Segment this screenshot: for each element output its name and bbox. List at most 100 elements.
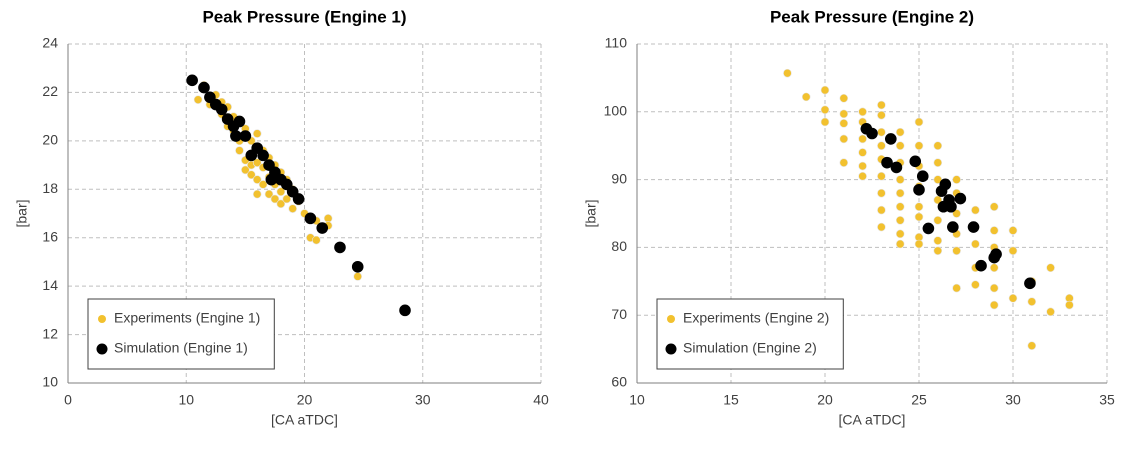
data-point <box>839 158 849 167</box>
data-point <box>877 205 886 215</box>
data-point <box>990 248 1002 260</box>
data-point <box>895 239 905 249</box>
chart-panel: Peak Pressure (Engine 2) 10 15 20 25 30 35 60 70… <box>583 7 1115 427</box>
data-point <box>1046 263 1055 273</box>
x-tick-label: 20 <box>297 392 313 408</box>
data-point <box>933 195 943 205</box>
data-point <box>1008 246 1018 256</box>
x-tick-label: 35 <box>1099 392 1115 408</box>
data-point <box>913 183 925 196</box>
data-point <box>276 199 286 209</box>
data-point <box>877 171 886 181</box>
data-point <box>914 117 924 127</box>
data-point <box>198 81 210 94</box>
y-axis-label: [bar] <box>583 199 599 227</box>
data-point <box>914 239 924 249</box>
data-point <box>820 117 830 127</box>
data-point <box>316 222 329 234</box>
data-point <box>276 187 286 197</box>
data-point <box>257 149 269 162</box>
x-tick-label: 40 <box>533 392 549 408</box>
data-point <box>858 171 867 181</box>
data-point <box>989 300 999 310</box>
data-point <box>233 115 246 128</box>
data-point <box>866 127 878 140</box>
y-tick-label: 70 <box>611 306 627 322</box>
data-point <box>877 222 886 232</box>
data-point <box>270 194 280 204</box>
data-point <box>952 246 961 256</box>
y-tick-label: 80 <box>611 238 627 254</box>
data-point <box>952 175 961 184</box>
data-point <box>971 239 980 249</box>
data-point <box>877 188 886 198</box>
legend-box <box>656 298 844 370</box>
y-tick-label: 18 <box>42 180 58 196</box>
data-point <box>989 283 999 293</box>
data-point <box>1027 341 1037 351</box>
data-point <box>801 92 811 102</box>
data-point <box>839 109 849 119</box>
data-point <box>1065 300 1074 310</box>
data-point <box>895 188 905 198</box>
x-tick-label: 10 <box>178 392 194 408</box>
y-tick-label: 60 <box>611 374 627 390</box>
data-point <box>933 236 943 245</box>
data-point <box>858 148 867 157</box>
x-tick-label: 0 <box>64 392 72 408</box>
legend-box <box>87 298 275 370</box>
data-point <box>282 194 292 204</box>
data-point <box>323 214 333 223</box>
data-point <box>989 263 999 273</box>
data-point <box>252 175 262 184</box>
data-point <box>239 130 252 142</box>
data-point <box>264 189 274 199</box>
data-point <box>1027 297 1037 306</box>
data-point <box>971 280 980 289</box>
data-point <box>881 156 893 169</box>
data-point <box>839 119 849 128</box>
legend-label: Simulation (Engine 1) <box>114 340 248 356</box>
data-point <box>895 229 905 239</box>
data-point <box>292 193 305 205</box>
data-point <box>252 158 262 167</box>
data-point <box>858 134 867 144</box>
data-point <box>914 212 924 222</box>
data-point <box>909 155 922 168</box>
data-point <box>914 141 924 150</box>
legend-marker <box>98 315 106 323</box>
data-point <box>351 260 364 273</box>
data-point <box>877 100 886 110</box>
y-tick-label: 90 <box>611 170 627 186</box>
data-point <box>877 127 886 137</box>
data-point <box>989 226 999 235</box>
data-point <box>288 204 297 213</box>
data-point <box>1046 307 1055 317</box>
data-point <box>933 141 943 150</box>
data-point <box>235 146 244 155</box>
data-point <box>304 212 317 225</box>
y-tick-label: 24 <box>42 35 58 51</box>
data-point <box>312 235 321 245</box>
data-point <box>858 107 867 117</box>
data-point <box>954 192 967 205</box>
data-point <box>916 170 929 183</box>
data-point <box>252 129 262 138</box>
y-tick-label: 10 <box>42 374 58 390</box>
data-point <box>933 246 943 256</box>
data-point <box>884 133 897 145</box>
x-axis-label: [CA aTDC] <box>271 412 338 428</box>
legend-label: Experiments (Engine 2) <box>683 310 829 326</box>
data-point <box>839 93 849 103</box>
data-point <box>193 95 203 104</box>
data-point <box>989 202 999 212</box>
data-point <box>877 110 886 120</box>
data-point <box>947 221 959 233</box>
y-tick-label: 20 <box>42 132 58 148</box>
y-tick-label: 16 <box>42 228 58 244</box>
legend-marker <box>96 343 108 355</box>
data-point <box>895 215 905 225</box>
x-tick-label: 25 <box>911 392 927 408</box>
x-tick-label: 10 <box>629 392 645 408</box>
